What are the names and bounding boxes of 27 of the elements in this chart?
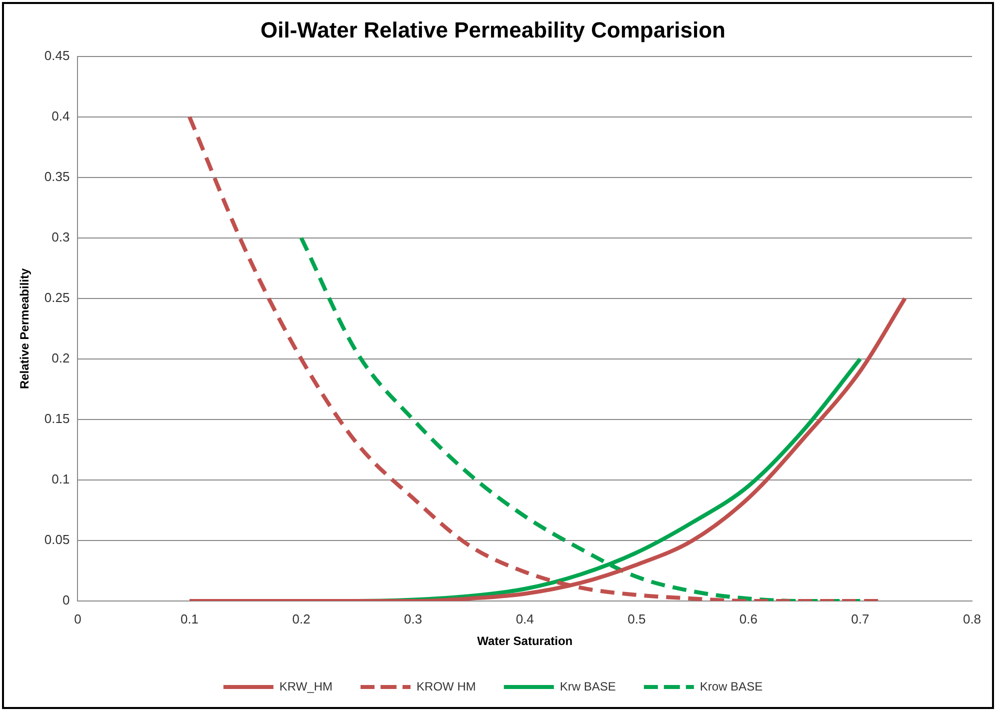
y-tick-label: 0.05 bbox=[44, 532, 70, 548]
y-tick-label: 0.25 bbox=[44, 290, 70, 306]
y-tick-label: 0.3 bbox=[52, 230, 70, 245]
chart-title: Oil-Water Relative Permeability Comparision bbox=[260, 17, 726, 42]
x-tick-label: 0.1 bbox=[180, 611, 199, 626]
x-tick-label: 0.6 bbox=[739, 611, 758, 626]
x-tick-label: 0.2 bbox=[292, 611, 310, 626]
y-tick-label: 0.1 bbox=[52, 472, 70, 487]
y-tick-label: 0.35 bbox=[44, 169, 70, 184]
x-tick-label: 0 bbox=[74, 611, 82, 626]
legend-label: KROW HM bbox=[416, 679, 476, 694]
x-tick-label: 0.3 bbox=[404, 611, 422, 626]
y-tick-label: 0.45 bbox=[44, 48, 70, 63]
y-tick-label: 0 bbox=[62, 592, 70, 608]
y-tick-label: 0.4 bbox=[52, 108, 70, 124]
y-axis-title: Relative Permeability bbox=[18, 268, 32, 390]
x-tick-label: 0.5 bbox=[628, 611, 646, 626]
line-series bbox=[299, 236, 862, 601]
x-tick-label: 0.4 bbox=[516, 611, 534, 626]
y-tick-label: 0.15 bbox=[44, 411, 70, 426]
legend-label: Krow BASE bbox=[700, 679, 763, 694]
x-tick-label: 0.7 bbox=[851, 611, 870, 626]
legend-label: KRW_HM bbox=[279, 679, 333, 694]
x-tick-label: 0.8 bbox=[962, 611, 982, 626]
y-tick-label: 0.2 bbox=[52, 350, 70, 366]
legend-label: Krw BASE bbox=[560, 679, 616, 694]
x-axis-title: Water Saturation bbox=[477, 634, 573, 648]
